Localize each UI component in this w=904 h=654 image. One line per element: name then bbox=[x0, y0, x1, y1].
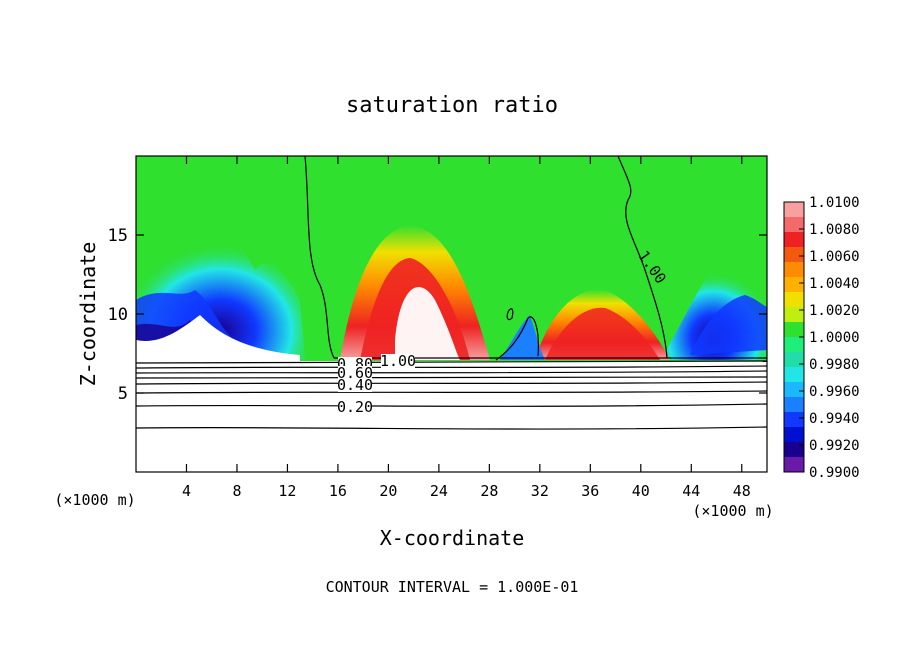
x-unit-left: (×1000 m) bbox=[54, 491, 135, 509]
y-tick-label: 10 bbox=[108, 305, 128, 325]
field-supersat-core-right bbox=[545, 307, 660, 360]
colorbar-swatch bbox=[784, 457, 804, 473]
colorbar-label: 1.0020 bbox=[809, 303, 860, 319]
contour-label-bg bbox=[338, 400, 372, 414]
colorbar-label: 1.0100 bbox=[809, 195, 860, 211]
colorbar-swatch bbox=[784, 412, 804, 428]
contour-label: 0.60 bbox=[337, 364, 373, 382]
contour-line bbox=[135, 426, 768, 430]
colorbar-swatch bbox=[784, 202, 804, 218]
x-tick-label: 16 bbox=[329, 482, 347, 500]
colorbar-swatch bbox=[784, 367, 804, 383]
contour-line bbox=[135, 381, 768, 385]
contour-line bbox=[135, 376, 768, 379]
colorbar-swatch bbox=[784, 292, 804, 308]
chart-title: saturation ratio bbox=[346, 93, 558, 118]
x-tick-label: 12 bbox=[278, 482, 296, 500]
x-tick-label: 32 bbox=[531, 482, 549, 500]
contour-label: 1.00 bbox=[380, 352, 416, 370]
field-no-data-bump bbox=[395, 287, 460, 360]
x-tick-label: 4 bbox=[182, 482, 191, 500]
colorbar-swatch bbox=[784, 247, 804, 263]
colorbar-swatch bbox=[784, 307, 804, 323]
colorbar-label: 0.9960 bbox=[809, 384, 860, 400]
x-tick-label: 8 bbox=[232, 482, 241, 500]
contour-line bbox=[135, 370, 768, 374]
field-dry-core-right bbox=[690, 295, 767, 355]
colorbar-label: 1.0000 bbox=[809, 330, 860, 346]
x-unit-right: (×1000 m) bbox=[692, 502, 773, 520]
contour-interval-note: CONTOUR INTERVAL = 1.000E-01 bbox=[326, 578, 579, 596]
field-dry-notch bbox=[500, 315, 545, 360]
contour-line bbox=[135, 390, 768, 394]
colorbar-label: 0.9980 bbox=[809, 357, 860, 373]
contour-label: 0.40 bbox=[337, 376, 373, 394]
colorbar-label: 0.9940 bbox=[809, 411, 860, 427]
contour-line bbox=[617, 155, 668, 359]
colorbar-label: 1.0080 bbox=[809, 222, 860, 238]
colorbar-label: 0.9900 bbox=[809, 465, 860, 481]
colorbar-label: 1.0040 bbox=[809, 276, 860, 292]
x-tick-label: 24 bbox=[430, 482, 448, 500]
colorbar-swatch bbox=[784, 442, 804, 458]
contour-line bbox=[495, 316, 539, 361]
y-tick-label: 15 bbox=[108, 226, 128, 246]
x-tick-label: 28 bbox=[480, 482, 498, 500]
colorbar-swatch bbox=[784, 397, 804, 413]
x-tick-label: 20 bbox=[379, 482, 397, 500]
colorbar-swatch bbox=[784, 382, 804, 398]
y-tick-label: 5 bbox=[118, 384, 128, 404]
x-axis: 4 8 12 16 20 24 28 32 36 40 44 48 bbox=[182, 156, 751, 500]
contour-label-bg bbox=[381, 354, 415, 368]
colorbar-label: 0.9920 bbox=[809, 438, 860, 454]
colorbar-label: 1.0060 bbox=[809, 249, 860, 265]
contour-label: 0.20 bbox=[337, 398, 373, 416]
contour-line bbox=[135, 403, 768, 407]
x-tick-label: 36 bbox=[581, 482, 599, 500]
y-axis: 5 10 15 bbox=[108, 226, 767, 404]
y-axis-label: Z-coordinate bbox=[76, 242, 100, 387]
x-tick-label: 48 bbox=[733, 482, 751, 500]
colorbar-swatch bbox=[784, 232, 804, 248]
colorbar-swatch bbox=[784, 427, 804, 443]
field-no-data-region bbox=[136, 315, 767, 472]
colorbar: 1.0100 1.0080 1.0060 1.0040 1.0020 1.0000 0.99… bbox=[783, 195, 860, 481]
x-tick-label: 40 bbox=[632, 482, 650, 500]
contour-label-bg bbox=[338, 378, 372, 392]
contour-line bbox=[304, 155, 335, 359]
colorbar-swatch bbox=[784, 352, 804, 368]
contour-line bbox=[135, 360, 768, 364]
x-axis-label: X-coordinate bbox=[380, 526, 525, 550]
contour-line bbox=[506, 308, 514, 321]
colorbar-swatch bbox=[784, 277, 804, 293]
x-tick-label: 44 bbox=[682, 482, 700, 500]
heatmap-field bbox=[136, 156, 767, 472]
colorbar-swatch bbox=[784, 217, 804, 233]
contour-label-bg bbox=[338, 366, 372, 380]
colorbar-swatch bbox=[784, 322, 804, 338]
colorbar-swatch bbox=[784, 262, 804, 278]
colorbar-swatch bbox=[784, 337, 804, 353]
